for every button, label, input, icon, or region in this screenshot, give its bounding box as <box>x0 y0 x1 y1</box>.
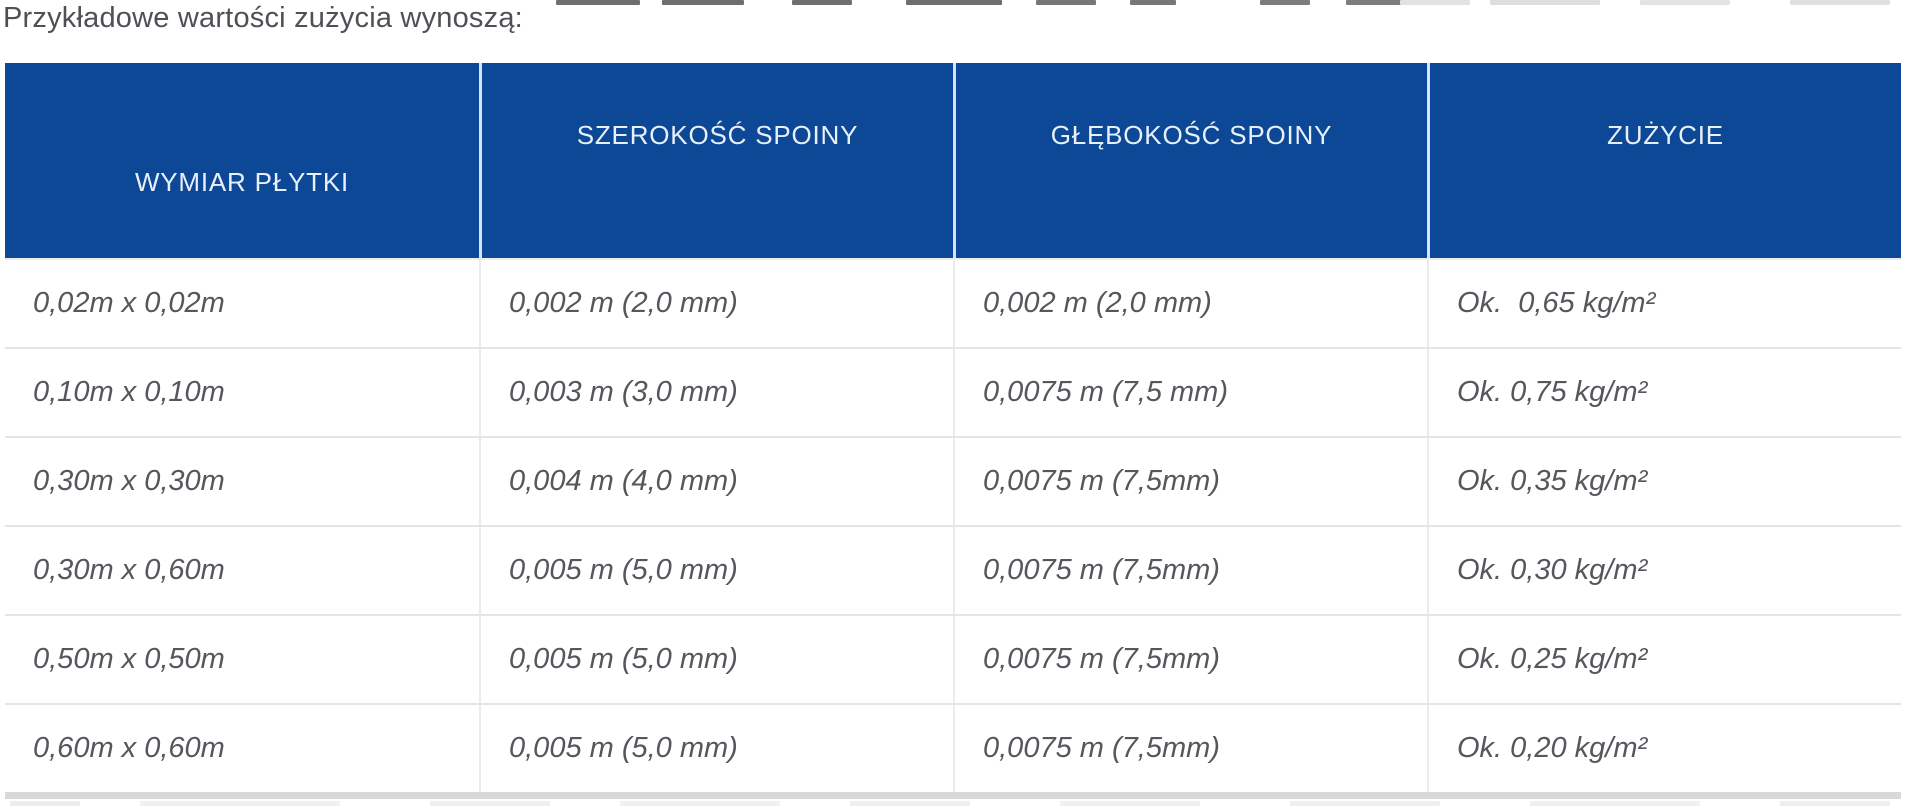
top-artifact-dash <box>1346 0 1420 5</box>
top-artifact-dash <box>1790 0 1890 5</box>
cell-consumption: Ok. 0,75 kg/m² <box>1427 349 1901 436</box>
table-bottom-border <box>5 792 1901 799</box>
top-artifact-dash <box>1640 0 1730 5</box>
table-row: 0,30m x 0,30m 0,004 m (4,0 mm) 0,0075 m … <box>5 438 1901 527</box>
top-artifact-dash <box>1036 0 1096 5</box>
table-body: 0,02m x 0,02m 0,002 m (2,0 mm) 0,002 m (… <box>5 258 1901 792</box>
column-header-consumption: ZUŻYCIE <box>1427 63 1901 258</box>
cell-consumption: Ok. 0,30 kg/m² <box>1427 527 1901 614</box>
cell-joint-depth: 0,0075 m (7,5mm) <box>953 616 1427 703</box>
bottom-artifact-dash <box>620 801 780 806</box>
cell-consumption: Ok. 0,35 kg/m² <box>1427 438 1901 525</box>
cell-joint-width: 0,005 m (5,0 mm) <box>479 616 953 703</box>
page-title: Przykładowe wartości zużycia wynoszą: <box>3 2 523 34</box>
top-artifact-dash <box>556 0 640 5</box>
column-header-label: GŁĘBOKOŚĆ SPOINY <box>1050 120 1333 150</box>
bottom-artifact-dash <box>1780 801 1890 806</box>
cell-joint-depth: 0,0075 m (7,5mm) <box>953 438 1427 525</box>
table-row: 0,10m x 0,10m 0,003 m (3,0 mm) 0,0075 m … <box>5 349 1901 438</box>
table-header-row: WYMIAR PŁYTKI SZEROKOŚĆ SPOINY GŁĘBOKOŚĆ… <box>5 63 1901 258</box>
top-artifact-dash <box>1130 0 1176 5</box>
cell-tile-size: 0,10m x 0,10m <box>33 376 225 408</box>
column-header-label: WYMIAR PŁYTKI <box>134 167 350 197</box>
cell-joint-depth: 0,002 m (2,0 mm) <box>953 260 1427 347</box>
bottom-artifact-dash <box>1290 801 1440 806</box>
table-row: 0,50m x 0,50m 0,005 m (5,0 mm) 0,0075 m … <box>5 616 1901 705</box>
top-artifact-dash <box>1400 0 1470 5</box>
bottom-artifact-dash <box>430 801 550 806</box>
table-row: 0,02m x 0,02m 0,002 m (2,0 mm) 0,002 m (… <box>5 260 1901 349</box>
column-header-tile-size: WYMIAR PŁYTKI <box>5 63 479 258</box>
column-header-label: ZUŻYCIE <box>1607 120 1724 150</box>
top-artifact-dash <box>1260 0 1310 5</box>
cell-joint-depth: 0,0075 m (7,5mm) <box>953 527 1427 614</box>
cell-consumption: Ok. 0,25 kg/m² <box>1427 616 1901 703</box>
table-row: 0,30m x 0,60m 0,005 m (5,0 mm) 0,0075 m … <box>5 527 1901 616</box>
bottom-artifact-dash <box>140 801 340 806</box>
bottom-artifact-dash <box>850 801 970 806</box>
top-artifact-dash <box>662 0 744 5</box>
cell-tile-size: 0,02m x 0,02m <box>33 287 225 319</box>
column-header-joint-width: SZEROKOŚĆ SPOINY <box>479 63 953 258</box>
bottom-artifact-dash <box>10 801 80 806</box>
cell-joint-width: 0,003 m (3,0 mm) <box>479 349 953 436</box>
cell-joint-depth: 0,0075 m (7,5mm) <box>953 705 1427 792</box>
cell-tile-size: 0,30m x 0,60m <box>33 554 225 586</box>
table-row: 0,60m x 0,60m 0,005 m (5,0 mm) 0,0075 m … <box>5 705 1901 792</box>
cell-tile-size: 0,60m x 0,60m <box>33 732 225 764</box>
column-header-label: SZEROKOŚĆ SPOINY <box>576 120 859 150</box>
cell-joint-depth: 0,0075 m (7,5 mm) <box>953 349 1427 436</box>
top-artifact-dash <box>1490 0 1600 5</box>
cell-joint-width: 0,005 m (5,0 mm) <box>479 527 953 614</box>
cell-joint-width: 0,002 m (2,0 mm) <box>479 260 953 347</box>
column-header-joint-depth: GŁĘBOKOŚĆ SPOINY <box>953 63 1427 258</box>
top-artifact-dash <box>906 0 1002 5</box>
cell-joint-width: 0,005 m (5,0 mm) <box>479 705 953 792</box>
cell-consumption: Ok. 0,65 kg/m² <box>1427 260 1901 347</box>
bottom-artifact-dash <box>1060 801 1200 806</box>
top-artifact-dash <box>792 0 852 5</box>
cell-tile-size: 0,30m x 0,30m <box>33 465 225 497</box>
cell-joint-width: 0,004 m (4,0 mm) <box>479 438 953 525</box>
cell-consumption: Ok. 0,20 kg/m² <box>1427 705 1901 792</box>
consumption-table: WYMIAR PŁYTKI SZEROKOŚĆ SPOINY GŁĘBOKOŚĆ… <box>5 63 1901 799</box>
bottom-artifact-dash <box>1530 801 1700 806</box>
cell-tile-size: 0,50m x 0,50m <box>33 643 225 675</box>
